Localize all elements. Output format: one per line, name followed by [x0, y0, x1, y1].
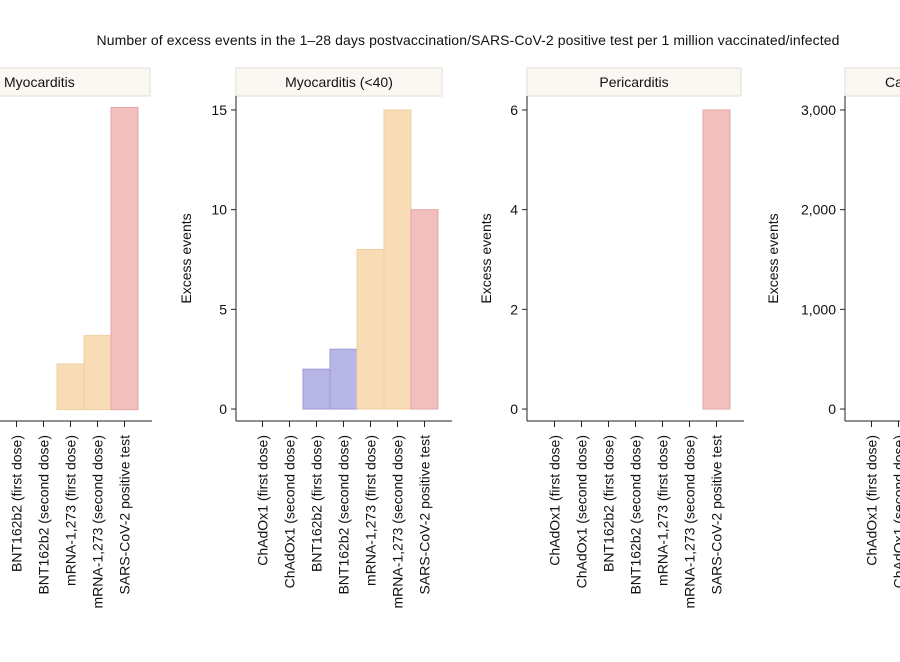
bar-sars-cov-2-positive-test	[410, 209, 439, 410]
x-category-label: BNT162b2 (first dose)	[309, 435, 325, 572]
panel-header	[844, 67, 900, 97]
x-category-label: BNT162b2 (first dose)	[601, 435, 617, 572]
x-category-label: ChAdOx1 (first dose)	[255, 435, 271, 566]
x-category-label: mRNA-1,273 (first dose)	[655, 435, 671, 586]
x-category-label: mRNA-1,273 (first dose)	[63, 435, 79, 586]
x-category-label: BNT162b2 (second dose)	[36, 435, 52, 595]
panel-header	[526, 67, 742, 97]
y-tick-label: 3,000	[801, 102, 836, 118]
y-tick-label: 0	[828, 401, 836, 417]
x-category-label: ChAdOx1 (second dose)	[891, 435, 900, 588]
x-category-label: ChAdOx1 (first dose)	[864, 435, 880, 566]
x-category-label: ChAdOx1 (second dose)	[282, 435, 298, 588]
panel-title: Myocarditis (<40)	[285, 74, 393, 90]
x-category-label: ChAdOx1 (first dose)	[547, 435, 563, 566]
y-tick-label: 0	[510, 401, 518, 417]
panel-title: Ca	[885, 74, 900, 90]
y-tick-label: 5	[219, 301, 227, 317]
bar-sars-cov-2-positive-test	[110, 106, 139, 411]
bar-sars-cov-2-positive-test	[702, 109, 731, 410]
x-category-label: BNT162b2 (first dose)	[9, 435, 25, 572]
panel-header	[0, 67, 151, 97]
y-tick-label: 1,000	[801, 301, 836, 317]
y-tick-label: 4	[510, 202, 518, 218]
y-tick-label: 2,000	[801, 202, 836, 218]
figure-title: Number of excess events in the 1–28 days…	[96, 32, 840, 48]
x-category-label: SARS-CoV-2 positive test	[117, 435, 133, 595]
y-tick-label: 15	[211, 102, 227, 118]
x-category-label: BNT162b2 (second dose)	[336, 435, 352, 595]
y-axis-label: Excess events	[765, 213, 781, 303]
x-category-label: SARS-CoV-2 positive test	[709, 435, 725, 595]
bar-bnt162b2-second-dose-	[329, 348, 358, 410]
panel-2: Myocarditis (<40) 0 5 10 15 Excess events ChAd…	[178, 67, 452, 609]
y-tick-label: 6	[510, 102, 518, 118]
panel-header	[235, 67, 443, 97]
bar-bnt162b2-first-dose-	[302, 368, 331, 410]
bar-mrna-1-273-first-dose-	[56, 363, 85, 411]
x-category-label: ChAdOx1 (second dose)	[574, 435, 590, 588]
bar-mrna-1-273-first-dose-	[356, 249, 385, 410]
panel-title: Myocarditis	[4, 74, 75, 90]
x-category-label: BNT162b2 (second dose)	[628, 435, 644, 595]
x-category-label: mRNA-1,273 (second dose)	[390, 435, 406, 609]
x-category-label: SARS-CoV-2 positive test	[417, 435, 433, 595]
x-category-label: mRNA-1,273 (first dose)	[363, 435, 379, 586]
x-category-label: mRNA-1,273 (second dose)	[682, 435, 698, 609]
bar-mrna-1-273-second-dose-	[83, 334, 112, 411]
x-category-label: mRNA-1,273 (second dose)	[90, 435, 106, 609]
panel-1: Myocarditis BNT162b2 (first dose) BNT162b2…	[0, 67, 152, 609]
y-axis-label: Excess events	[178, 213, 194, 303]
y-tick-label: 2	[510, 301, 518, 317]
panel-3: Pericarditis 0 2 4 6 Excess events ChAdOx1 (fi…	[478, 67, 744, 609]
y-tick-label: 10	[211, 202, 227, 218]
panel-title: Pericarditis	[599, 74, 668, 90]
y-axis-label: Excess events	[478, 213, 494, 303]
y-tick-label: 0	[219, 401, 227, 417]
panel-4: Ca 0 1,000 2,000 3,000 Excess events ChAdOx1 (…	[765, 67, 900, 588]
bar-mrna-1-273-second-dose-	[383, 109, 412, 410]
